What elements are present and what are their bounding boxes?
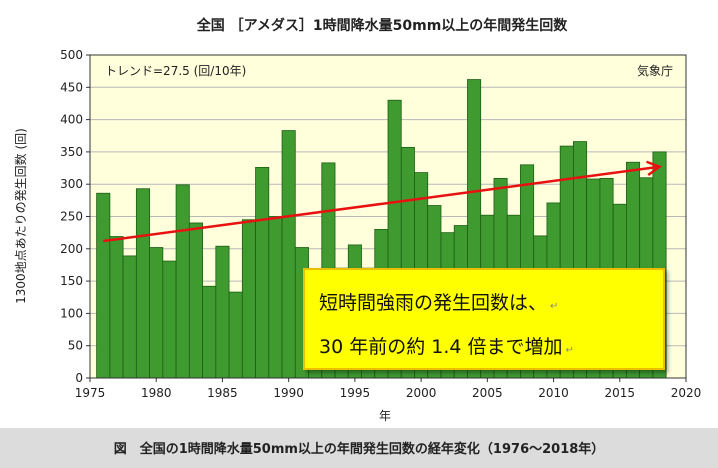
- x-tick-label: 1995: [340, 386, 371, 400]
- x-tick-label: 2010: [538, 386, 569, 400]
- callout-text-1: 短時間強雨の発生回数は、: [319, 292, 548, 314]
- bar: [162, 260, 177, 379]
- bar: [122, 255, 137, 379]
- bar: [215, 245, 230, 379]
- x-tick-label: 1980: [141, 386, 172, 400]
- bar: [241, 219, 256, 379]
- y-tick-label: 50: [68, 339, 83, 353]
- bar: [135, 188, 151, 379]
- x-tick-label: 2000: [406, 386, 437, 400]
- bar: [228, 291, 243, 379]
- y-tick-label: 150: [60, 274, 83, 288]
- caption-bar: [0, 428, 718, 468]
- y-tick-label: 500: [60, 48, 83, 62]
- bar: [281, 130, 296, 379]
- trend: [103, 160, 663, 243]
- bar: [188, 222, 203, 379]
- return-mark: ↵: [550, 301, 559, 312]
- callout-box: 短時間強雨の発生回数は、 ↵ 30 年前の約 1.4 倍まで増加 ↵: [303, 268, 665, 370]
- y-tick-label: 400: [60, 113, 83, 127]
- x-tick-label: 2015: [605, 386, 636, 400]
- callout-line-1: 短時間強雨の発生回数は、 ↵: [319, 288, 558, 315]
- bar: [149, 247, 164, 379]
- callout-line-2: 30 年前の約 1.4 倍まで増加 ↵: [319, 332, 574, 359]
- x-tick-label: 1985: [207, 386, 238, 400]
- trend-label: トレンド=27.5 (回/10年): [105, 64, 246, 78]
- source-label: 気象庁: [637, 63, 673, 78]
- y-axis: 0 50 100 150 200 250 300 350 400 450 500: [60, 48, 90, 385]
- y-tick-label: 100: [60, 306, 83, 320]
- figure-caption: 図 全国の1時間降水量50mm以上の年間発生回数の経年変化（1976～2018年…: [113, 442, 605, 457]
- x-tick-label: 1990: [273, 386, 304, 400]
- chart-title: 全国 ［アメダス］1時間降水量50mm以上の年間発生回数: [196, 17, 569, 34]
- y-axis-label: 1300地点あたりの発生回数 (回): [13, 128, 28, 304]
- x-tick-label: 2005: [472, 386, 503, 400]
- return-mark: ↵: [565, 345, 574, 356]
- bar: [109, 236, 124, 379]
- y-tick-label: 250: [60, 210, 83, 224]
- x-tick-label: 1975: [75, 386, 106, 400]
- y-tick-label: 350: [60, 145, 83, 159]
- bar: [96, 192, 111, 379]
- y-tick-label: 450: [60, 80, 83, 94]
- y-tick-label: 300: [60, 177, 83, 191]
- bar: [268, 216, 283, 379]
- x-axis: 1975 1980 1985 1990 1995 2000 2005 2010 2015 2020: [75, 378, 702, 400]
- y-tick-label: 0: [75, 371, 83, 385]
- bar: [202, 285, 217, 379]
- bar: [255, 167, 270, 379]
- trend-line: [103, 165, 660, 243]
- x-axis-label: 年: [379, 409, 391, 423]
- x-tick-label: 2020: [671, 386, 702, 400]
- bar: [175, 184, 190, 379]
- y-tick-label: 200: [60, 242, 83, 256]
- callout-text-2: 30 年前の約 1.4 倍まで増加: [319, 336, 563, 358]
- trend-arrowhead: [645, 160, 663, 177]
